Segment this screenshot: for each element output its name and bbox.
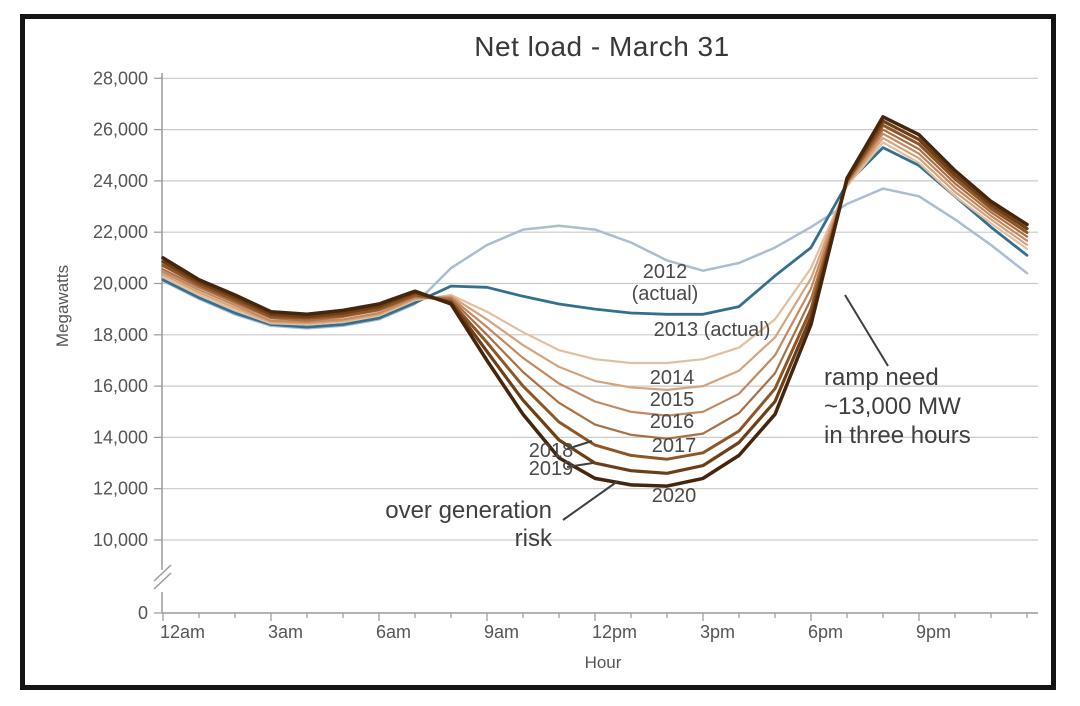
series-line-2012--actual- bbox=[161, 187, 1029, 330]
y-axis-break-slash bbox=[153, 564, 172, 582]
y-tick-label-0: 0 bbox=[138, 603, 148, 623]
note-line: over generation bbox=[385, 497, 552, 524]
series-label-2020: 2020 bbox=[652, 485, 697, 507]
series-label-line: 2020 bbox=[652, 485, 697, 507]
x-tick-label-9pm: 9pm bbox=[916, 622, 951, 642]
x-tick-label-6pm: 6pm bbox=[808, 622, 843, 642]
series-label-line: 2015 bbox=[650, 389, 695, 411]
y-tick-label-28000: 28,000 bbox=[93, 68, 148, 88]
y-tick-label-22000: 22,000 bbox=[93, 222, 148, 242]
series-label-2012: 2012 (actual) bbox=[632, 261, 699, 305]
series-label-line: 2019 bbox=[529, 458, 574, 480]
y-axis-title: Megawatts bbox=[53, 265, 72, 347]
note-line: in three hours bbox=[824, 422, 971, 449]
note-ramp-need: ramp need ~13,000 MW in three hours bbox=[824, 364, 971, 449]
x-tick-label-9am: 9am bbox=[484, 622, 519, 642]
x-tick-label-6am: 6am bbox=[376, 622, 411, 642]
series-line-2014 bbox=[161, 141, 1029, 365]
x-tick-label-12am: 12am bbox=[160, 622, 205, 642]
series-label-line: 2018 bbox=[529, 440, 574, 462]
series-label-line: 2016 bbox=[650, 411, 695, 433]
series-line-2017 bbox=[161, 128, 1029, 440]
y-tick-label-24000: 24,000 bbox=[93, 171, 148, 191]
series-lines-group bbox=[161, 115, 1029, 488]
annotations-group: 2012 (actual)2013 (actual)201420152016201… bbox=[385, 261, 971, 552]
series-label-2017: 2017 bbox=[652, 435, 697, 457]
axes-group: 28,000 26,000 24,000 22,000 20,000 18,000 16,0… bbox=[93, 68, 1038, 642]
leader-line-ramp-need bbox=[844, 294, 889, 367]
series-label-line: (actual) bbox=[632, 283, 699, 305]
series-line-2020 bbox=[161, 115, 1029, 488]
y-tick-label-12000: 12,000 bbox=[93, 479, 148, 499]
series-label-line: 2012 bbox=[643, 261, 688, 283]
y-tick-label-14000: 14,000 bbox=[93, 427, 148, 447]
x-tick-label-3am: 3am bbox=[268, 622, 303, 642]
series-label-2015: 2015 bbox=[650, 389, 695, 411]
leader-line-over-generation-risk bbox=[562, 480, 619, 521]
series-line-2016 bbox=[161, 132, 1029, 417]
leader-line-2018 bbox=[566, 440, 593, 450]
series-label-2019: 2019 bbox=[529, 458, 574, 480]
note-line: ~13,000 MW bbox=[824, 393, 961, 420]
y-tick-label-18000: 18,000 bbox=[93, 325, 148, 345]
series-line-2013--actual- bbox=[161, 146, 1029, 329]
y-tick-label-20000: 20,000 bbox=[93, 274, 148, 294]
series-line-2019 bbox=[161, 119, 1029, 475]
y-tick-label-10000: 10,000 bbox=[93, 530, 148, 550]
x-tick-label-3pm: 3pm bbox=[700, 622, 735, 642]
series-label-line: 2013 (actual) bbox=[654, 319, 771, 341]
series-label-2013: 2013 (actual) bbox=[654, 319, 771, 341]
note-line: ramp need bbox=[824, 364, 939, 391]
series-label-2014: 2014 bbox=[650, 367, 695, 389]
series-label-2016: 2016 bbox=[650, 411, 695, 433]
series-label-line: 2014 bbox=[650, 367, 695, 389]
y-tick-label-26000: 26,000 bbox=[93, 120, 148, 140]
y-tick-label-16000: 16,000 bbox=[93, 376, 148, 396]
chart-title: Net load - March 31 bbox=[474, 31, 729, 62]
y-axis-break-slash bbox=[153, 572, 172, 590]
x-axis-title: Hour bbox=[585, 653, 622, 672]
leader-line-2019 bbox=[566, 462, 594, 468]
series-label-2018: 2018 bbox=[529, 440, 574, 462]
gridlines-group bbox=[162, 77, 1038, 541]
note-line: risk bbox=[515, 525, 553, 552]
note-over-generation-risk: over generation risk bbox=[385, 497, 553, 552]
series-label-line: 2017 bbox=[652, 435, 697, 457]
series-line-2015 bbox=[161, 137, 1029, 391]
x-tick-label-12pm: 12pm bbox=[592, 622, 637, 642]
